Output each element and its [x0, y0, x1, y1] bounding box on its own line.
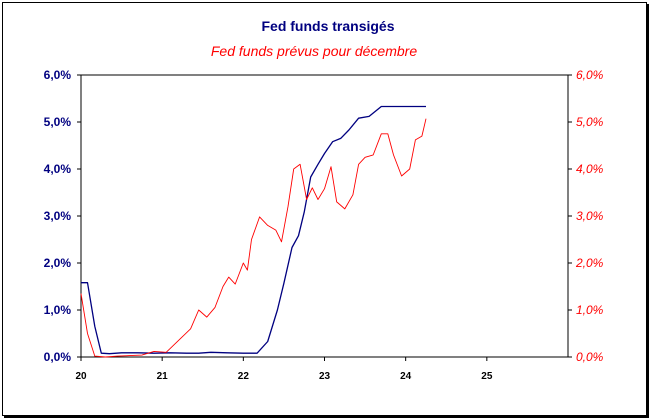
plot-area: [80, 74, 569, 358]
y-tick-left-label: 4,0%: [44, 162, 72, 176]
series-line-fed-funds-transiges: [81, 105, 426, 355]
y-tick-left-label: 0,0%: [44, 350, 72, 364]
x-tick-label: 21: [157, 371, 169, 382]
x-tick-label: 23: [319, 371, 331, 382]
y-tick-left-label: 6,0%: [44, 68, 72, 82]
y-tick-right-label: 2,0%: [575, 256, 604, 270]
y-tick-right-label: 6,0%: [576, 68, 604, 82]
x-tick-label: 25: [481, 371, 493, 382]
series-line-fed-funds-prevus: [80, 118, 427, 358]
y-tick-right-label: 0,0%: [576, 350, 604, 364]
y-tick-left-label: 1,0%: [44, 303, 72, 317]
y-tick-right-label: 5,0%: [576, 115, 604, 129]
y-tick-right-label: 4,0%: [576, 162, 604, 176]
x-tick-label: 22: [238, 371, 250, 382]
y-tick-right-label: 3,0%: [576, 209, 604, 223]
y-tick-left-label: 5,0%: [44, 115, 72, 129]
chart-title: Fed funds transigés: [261, 18, 394, 34]
y-tick-left-label: 3,0%: [44, 209, 72, 223]
x-tick-label: 24: [400, 371, 412, 382]
chart-subtitle: Fed funds prévus pour décembre: [211, 43, 417, 59]
x-tick-label: 20: [75, 371, 87, 382]
y-tick-left-label: 2,0%: [44, 256, 72, 270]
y-tick-right-label: 1,0%: [576, 303, 604, 317]
